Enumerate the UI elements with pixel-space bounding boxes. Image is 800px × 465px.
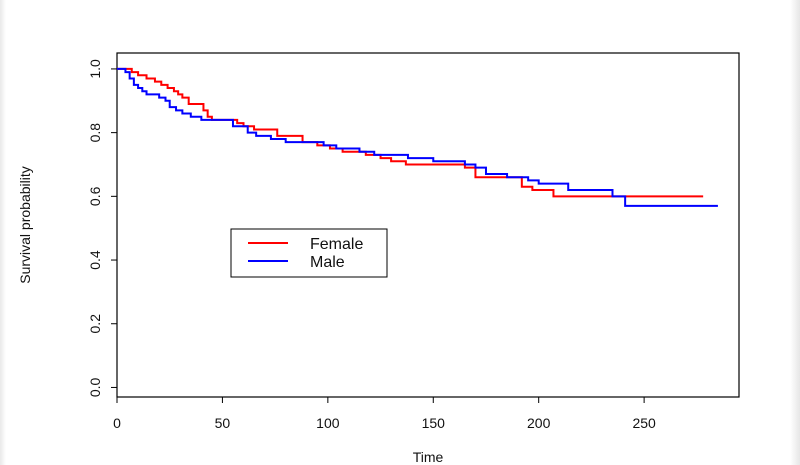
x-tick-label: 0 (113, 415, 121, 431)
y-tick-label: 0.0 (87, 378, 103, 398)
x-tick-label: 150 (422, 415, 446, 431)
legend: Female Male (230, 228, 388, 278)
legend-label-male: Male (310, 254, 345, 271)
plot-border (116, 52, 740, 398)
series-layer (117, 67, 718, 207)
y-tick-label: 0.2 (87, 314, 103, 334)
legend-box (230, 228, 388, 278)
series-line-female (117, 67, 704, 198)
x-tick-label: 50 (215, 415, 231, 431)
x-axis-title: Time (413, 449, 444, 465)
x-axis: 0 50 100 150 200 250 (113, 397, 656, 431)
legend-label-female: Female (310, 236, 363, 253)
y-axis-title: Survival probability (17, 166, 33, 284)
x-tick-label: 250 (632, 415, 656, 431)
x-tick-label: 100 (316, 415, 340, 431)
y-tick-label: 1.0 (87, 59, 103, 79)
y-tick-label: 0.6 (87, 186, 103, 206)
series-line-male (117, 67, 718, 207)
y-tick-label: 0.4 (87, 250, 103, 270)
y-tick-label: 0.8 (87, 123, 103, 143)
x-tick-label: 200 (527, 415, 551, 431)
y-axis: 0.0 0.2 0.4 0.6 0.8 1.0 (87, 59, 117, 397)
